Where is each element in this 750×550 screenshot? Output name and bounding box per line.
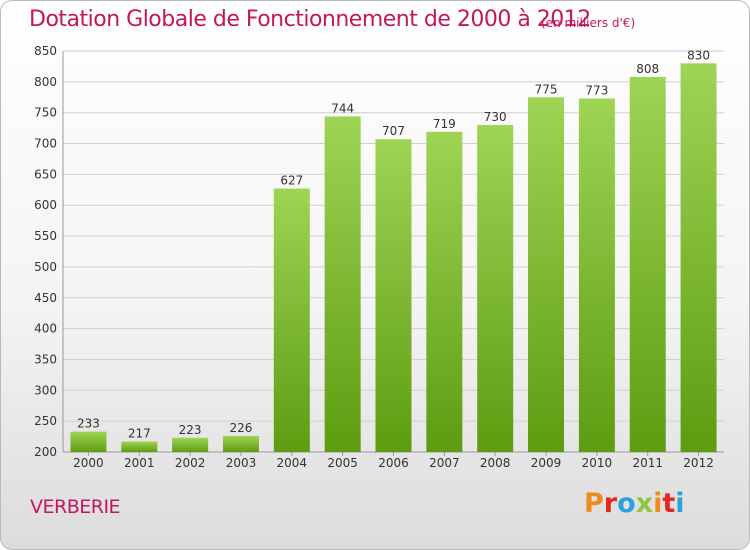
x-tick-label: 2003 — [226, 456, 257, 470]
data-label: 830 — [687, 48, 710, 62]
data-label: 730 — [484, 110, 507, 124]
data-label: 233 — [77, 417, 100, 431]
chart-subtitle: (en milliers d'€) — [541, 16, 636, 30]
y-tick-label: 750 — [34, 106, 57, 120]
x-tick-label: 2005 — [327, 456, 358, 470]
bar — [629, 76, 666, 452]
bar — [477, 125, 514, 453]
x-tick-label: 2000 — [73, 456, 104, 470]
y-tick-label: 350 — [34, 352, 57, 366]
data-label: 707 — [382, 124, 405, 138]
data-label: 775 — [535, 82, 558, 96]
x-tick-label: 2004 — [277, 456, 308, 470]
bar — [578, 98, 615, 452]
x-tick-label: 2001 — [124, 456, 155, 470]
bar — [222, 435, 259, 452]
y-tick-label: 400 — [34, 322, 57, 336]
brand-letter: x — [635, 488, 654, 519]
bar — [324, 116, 361, 452]
data-labels: 233 217 223 226 627 744 707 719 730 775 773 808 830 — [77, 48, 710, 440]
chart-title: Dotation Globale de Fonctionnement de 20… — [29, 7, 591, 32]
bars — [70, 63, 717, 453]
data-label: 773 — [585, 84, 608, 98]
y-tick-label: 550 — [34, 229, 57, 243]
data-label: 226 — [230, 421, 253, 435]
bar — [172, 437, 209, 452]
brand-letter: i — [675, 488, 685, 519]
axes: 200 250 300 350 400 450 500 550 600 650 700 750 800 8… — [34, 44, 724, 470]
bar — [680, 63, 717, 452]
bar — [528, 97, 565, 453]
y-tick-label: 600 — [34, 198, 57, 212]
brand-letter: r — [603, 488, 618, 519]
y-tick-label: 300 — [34, 383, 57, 397]
y-tick-label: 250 — [34, 414, 57, 428]
x-tick-label: 2002 — [175, 456, 206, 470]
data-label: 627 — [280, 174, 303, 188]
x-tick-label: 2009 — [531, 456, 562, 470]
y-tick-label: 500 — [34, 260, 57, 274]
brand-letter: o — [617, 488, 636, 519]
data-label: 808 — [636, 62, 659, 76]
data-label: 744 — [331, 101, 354, 115]
commune-name: VERBERIE — [30, 496, 121, 518]
proxiti-logo: Proxiti — [584, 488, 685, 519]
x-tick-label: 2012 — [683, 456, 714, 470]
y-tick-label: 450 — [34, 291, 57, 305]
brand-letter: t — [662, 488, 676, 519]
y-tick-label: 850 — [34, 44, 57, 58]
bar — [426, 131, 463, 452]
bar — [70, 431, 107, 452]
y-tick-label: 700 — [34, 137, 57, 151]
bar — [273, 188, 310, 452]
y-tick-label: 800 — [34, 75, 57, 89]
x-tick-label: 2011 — [632, 456, 663, 470]
x-tick-label: 2008 — [480, 456, 511, 470]
x-tick-label: 2006 — [378, 456, 409, 470]
bar — [375, 139, 412, 452]
data-label: 719 — [433, 117, 456, 131]
x-tick-label: 2010 — [582, 456, 613, 470]
y-tick-label: 650 — [34, 167, 57, 181]
data-label: 223 — [179, 423, 202, 437]
y-tick-label: 200 — [34, 445, 57, 459]
brand-letter: i — [653, 488, 663, 519]
data-label: 217 — [128, 427, 151, 441]
x-tick-label: 2007 — [429, 456, 460, 470]
bar — [121, 441, 158, 452]
brand-letter: P — [584, 488, 604, 519]
